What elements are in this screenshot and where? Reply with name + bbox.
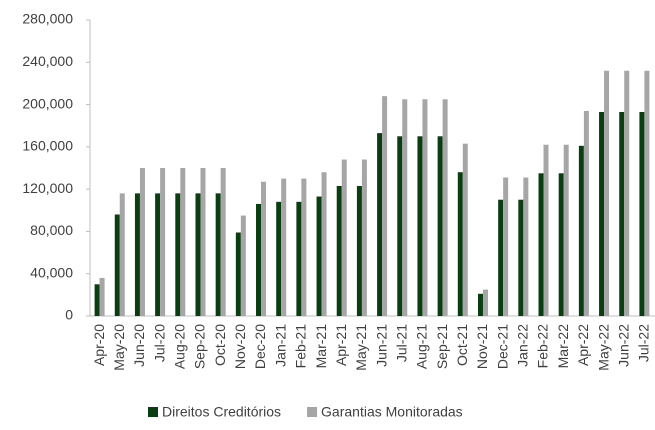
bar	[538, 173, 544, 316]
x-tick-label: Mar-21	[313, 324, 329, 369]
bar	[296, 201, 302, 316]
bar	[402, 99, 408, 317]
bar	[215, 193, 221, 316]
bar	[220, 168, 226, 316]
bar	[518, 199, 524, 316]
x-tick-label: Jul-21	[393, 324, 409, 362]
y-tick-label: 200,000	[22, 95, 73, 111]
bar	[583, 110, 589, 317]
x-tick-label: Jun-20	[131, 324, 147, 367]
bar	[94, 284, 100, 316]
x-tick-label: May-21	[353, 324, 369, 371]
bar	[240, 215, 246, 316]
x-tick-label: Nov-21	[474, 324, 490, 369]
legend-label: Garantias Monitoradas	[321, 404, 463, 420]
bar	[523, 177, 529, 316]
x-tick-label: Aug-20	[172, 324, 188, 369]
bar	[462, 143, 468, 316]
bar	[341, 159, 347, 316]
x-tick-label: Feb-21	[293, 324, 309, 369]
x-tick-label: Jul-22	[636, 324, 652, 362]
bar	[482, 289, 488, 316]
bar	[200, 168, 206, 316]
bar	[160, 168, 166, 316]
x-tick-label: Apr-20	[91, 324, 107, 366]
x-tick-label: Jun-21	[373, 324, 389, 367]
bar	[604, 70, 610, 316]
x-tick-label: Sep-20	[192, 324, 208, 369]
bar	[139, 168, 145, 316]
y-tick-label: 80,000	[30, 222, 73, 238]
bar	[417, 136, 423, 316]
bar	[180, 168, 186, 316]
x-tick-label: Feb-22	[535, 324, 551, 369]
bar	[356, 185, 362, 316]
bar	[361, 159, 367, 316]
x-tick-label: May-20	[111, 324, 127, 371]
bar	[599, 111, 605, 316]
bar	[377, 133, 383, 316]
bar	[422, 99, 428, 317]
bar	[134, 193, 140, 316]
x-tick-label: Apr-22	[575, 324, 591, 366]
bar	[281, 178, 287, 316]
bar	[175, 193, 181, 316]
bar	[114, 214, 120, 316]
bar	[316, 196, 322, 316]
legend-swatch	[148, 407, 158, 417]
x-tick-label: Nov-20	[232, 324, 248, 369]
y-tick-label: 120,000	[22, 180, 73, 196]
x-tick-label: Aug-21	[414, 324, 430, 369]
bar	[624, 70, 630, 316]
y-tick-label: 280,000	[22, 11, 73, 27]
bar	[382, 96, 388, 316]
x-tick-label: May-22	[595, 324, 611, 371]
bar	[563, 144, 569, 316]
x-tick-label: Mar-22	[555, 324, 571, 369]
bar	[235, 232, 241, 316]
bar	[442, 99, 448, 317]
bar	[644, 70, 650, 316]
x-tick-label: Jun-22	[615, 324, 631, 367]
x-tick-label: Dec-20	[252, 324, 268, 369]
x-tick-label: Jul-20	[151, 324, 167, 362]
x-tick-label: Oct-21	[454, 324, 470, 366]
x-tick-label: Apr-21	[333, 324, 349, 366]
x-tick-label: Dec-21	[494, 324, 510, 369]
bar	[498, 199, 504, 316]
bar	[276, 201, 282, 316]
legend-label: Direitos Creditórios	[162, 404, 281, 420]
bar	[639, 111, 645, 316]
bar	[543, 144, 549, 316]
y-tick-label: 160,000	[22, 138, 73, 154]
bar	[619, 111, 625, 316]
x-tick-label: Oct-20	[212, 324, 228, 366]
bar	[301, 178, 307, 316]
y-tick-label: 240,000	[22, 53, 73, 69]
bar	[195, 193, 201, 316]
bar	[155, 193, 161, 316]
bar	[578, 145, 584, 316]
bar	[457, 172, 463, 316]
x-tick-label: Jan-22	[515, 324, 531, 367]
y-tick-label: 0	[65, 307, 73, 323]
y-tick-label: 40,000	[30, 264, 73, 280]
bar	[477, 293, 483, 316]
bar	[503, 177, 509, 316]
bar	[336, 185, 342, 316]
x-tick-label: Sep-21	[434, 324, 450, 369]
x-tick-label: Jan-21	[272, 324, 288, 367]
bar	[99, 277, 105, 316]
bar	[321, 172, 327, 316]
bar	[397, 136, 403, 316]
legend-swatch	[307, 407, 318, 417]
bar	[119, 193, 125, 316]
bar	[437, 136, 443, 316]
bar	[256, 203, 262, 316]
bar	[558, 173, 564, 316]
bar	[261, 181, 267, 316]
